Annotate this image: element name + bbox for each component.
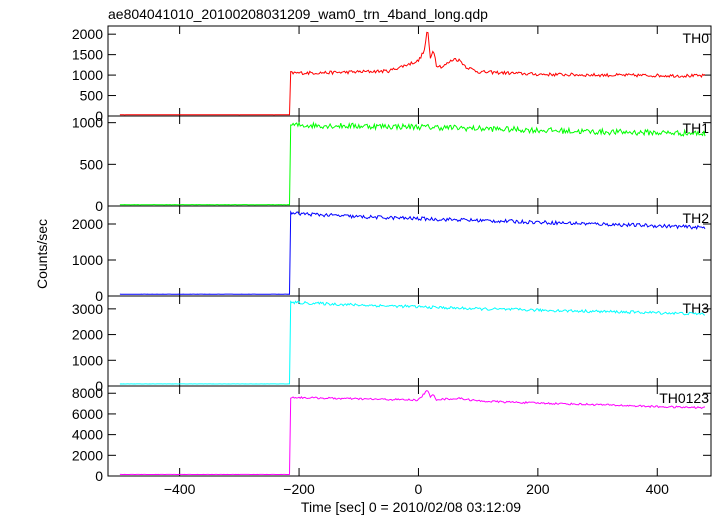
y-tick-label-th0-1: 500 <box>80 88 104 104</box>
x-tick-label-0: −400 <box>164 481 196 497</box>
y-tick-label-th0-2: 1000 <box>72 67 103 83</box>
x-axis-title: Time [sec] 0 = 2010/02/08 03:12:09 <box>301 499 521 515</box>
y-tick-label-th2-0: 0 <box>95 288 103 304</box>
y-tick-label-th3-3: 3000 <box>72 301 103 317</box>
series-line-th0123-0 <box>119 390 706 476</box>
y-tick-label-th3-2: 2000 <box>72 327 103 343</box>
panel-th0: 0 500 1000 1500 2000 TH0 <box>72 25 712 124</box>
panel-th2: 0 1000 2000 TH2 <box>72 205 712 304</box>
panel-frame-th0 <box>107 25 712 117</box>
series-line-th2-0 <box>119 210 706 295</box>
panel-th1: 0 500 1000 TH1 <box>72 115 712 214</box>
y-tick-label-th3-0: 0 <box>95 378 103 394</box>
panel-label-th0: TH0 <box>683 30 710 46</box>
y-tick-label-th0-0: 0 <box>95 108 103 124</box>
series-line-th1-0 <box>119 121 706 206</box>
y-tick-label-th1-0: 0 <box>95 198 103 214</box>
panel-frame-th3 <box>107 295 712 387</box>
series-line-th0-0 <box>119 31 706 116</box>
x-tick-label-4: 400 <box>646 481 670 497</box>
y-tick-label-th3-1: 1000 <box>72 352 103 368</box>
chart-title: ae804041010_20100208031209_wam0_trn_4ban… <box>108 6 488 22</box>
panel-frame-th2 <box>107 205 712 297</box>
panel-label-th1: TH1 <box>683 120 710 136</box>
y-tick-label-th0-3: 1500 <box>72 47 103 63</box>
series-line-th3-0 <box>119 300 706 385</box>
x-tick-label-2: 0 <box>415 481 423 497</box>
y-tick-label-th1-1: 500 <box>80 156 104 172</box>
panel-label-th0123: TH0123 <box>659 390 709 406</box>
y-tick-label-th2-2: 2000 <box>72 216 103 232</box>
y-tick-label-th0123-0: 0 <box>95 468 103 484</box>
y-tick-label-th0123-3: 6000 <box>72 406 103 422</box>
panel-frame-th0123 <box>107 385 712 477</box>
y-tick-label-th2-1: 1000 <box>72 252 103 268</box>
y-tick-label-th0-4: 2000 <box>72 26 103 42</box>
x-tick-label-1: −200 <box>283 481 315 497</box>
y-tick-label-th1-2: 1000 <box>72 115 103 131</box>
y-tick-label-th0123-4: 8000 <box>72 385 103 401</box>
panel-th0123: 0 2000 4000 6000 8000 TH0123 <box>72 385 712 484</box>
panel-label-th2: TH2 <box>683 210 710 226</box>
y-tick-label-th0123-2: 4000 <box>72 427 103 443</box>
y-tick-label-th0123-1: 2000 <box>72 447 103 463</box>
y-axis-title: Counts/sec <box>34 219 50 289</box>
x-tick-label-3: 200 <box>526 481 550 497</box>
x-tick-labels-group: −400 −200 0 200 400 <box>164 481 669 497</box>
